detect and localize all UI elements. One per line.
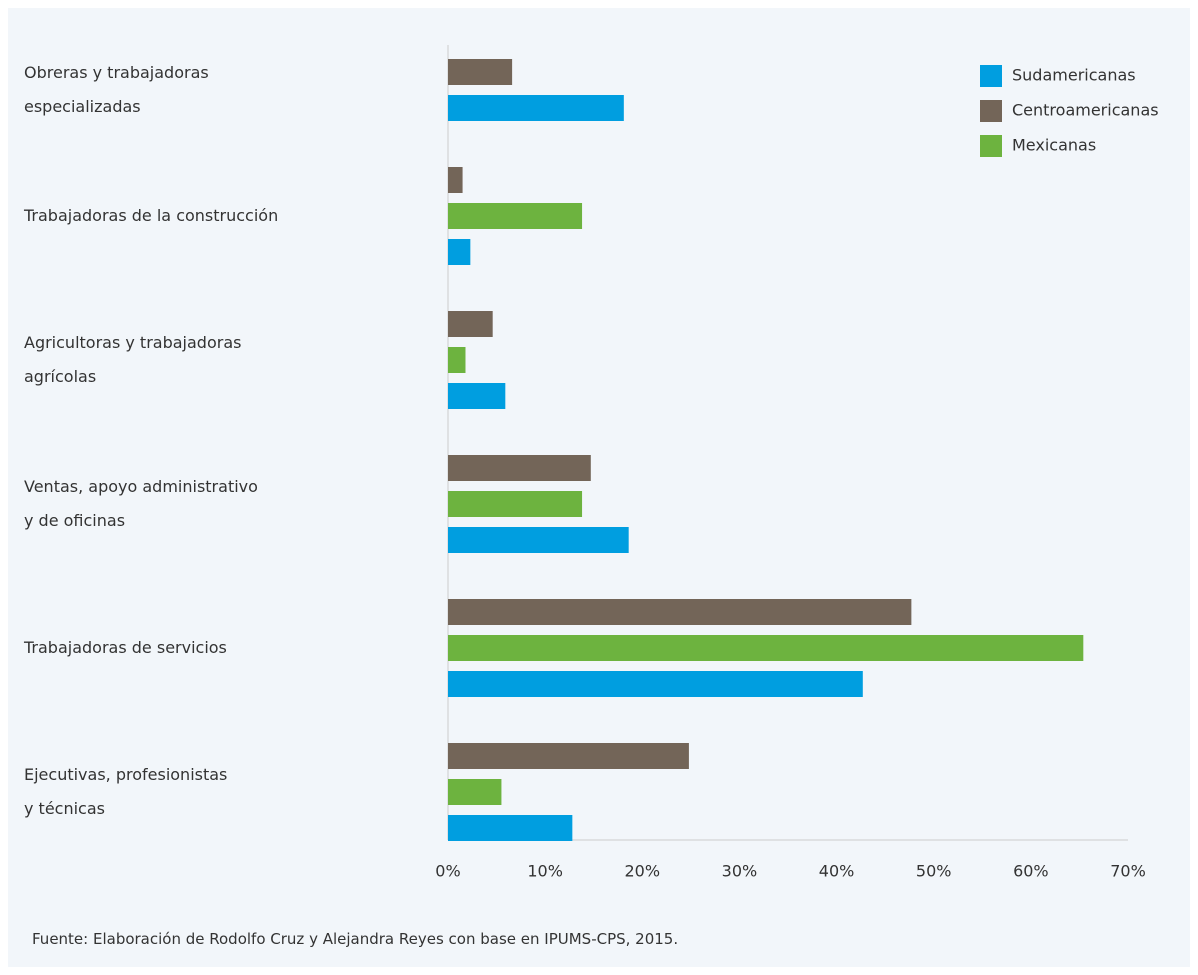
bar <box>448 59 513 85</box>
bar <box>448 815 573 841</box>
bar <box>448 95 624 121</box>
bar <box>448 383 506 409</box>
category-label: Trabajadoras de la construcción <box>24 206 279 225</box>
bar <box>448 491 583 517</box>
bar <box>448 311 493 337</box>
legend-swatch <box>980 100 1002 122</box>
x-tick-label: 70% <box>1110 862 1146 881</box>
legend-label: Mexicanas <box>1012 136 1096 155</box>
source-note: Fuente: Elaboración de Rodolfo Cruz y Al… <box>32 930 679 948</box>
chart-panel <box>8 8 1190 967</box>
category-label: Ejecutivas, profesionistas y técnicas <box>24 765 228 818</box>
x-tick-label: 10% <box>527 862 563 881</box>
category-label: Agricultoras y trabajadoras agrícolas <box>24 333 242 386</box>
bar <box>448 455 591 481</box>
bar <box>448 671 863 697</box>
legend-swatch <box>980 135 1002 157</box>
category-label: Obreras y trabajadoras especializadas <box>24 63 209 116</box>
legend-label: Sudamericanas <box>1012 66 1136 85</box>
bar <box>448 743 689 769</box>
bar <box>448 527 629 553</box>
legend-label: Centroamericanas <box>1012 101 1159 120</box>
bar <box>448 167 463 193</box>
bar <box>448 635 1084 661</box>
bar <box>448 599 912 625</box>
bar <box>448 347 466 373</box>
x-tick-label: 30% <box>722 862 758 881</box>
x-tick-label: 20% <box>625 862 661 881</box>
category-label: Ventas, apoyo administrativo y de oficin… <box>24 477 258 530</box>
x-tick-label: 40% <box>819 862 855 881</box>
x-tick-label: 60% <box>1013 862 1049 881</box>
category-label: Trabajadoras de servicios <box>24 638 227 657</box>
legend-swatch <box>980 65 1002 87</box>
bar <box>448 779 502 805</box>
bar <box>448 203 583 229</box>
x-tick-label: 50% <box>916 862 952 881</box>
x-tick-label: 0% <box>435 862 460 881</box>
bar <box>448 239 471 265</box>
